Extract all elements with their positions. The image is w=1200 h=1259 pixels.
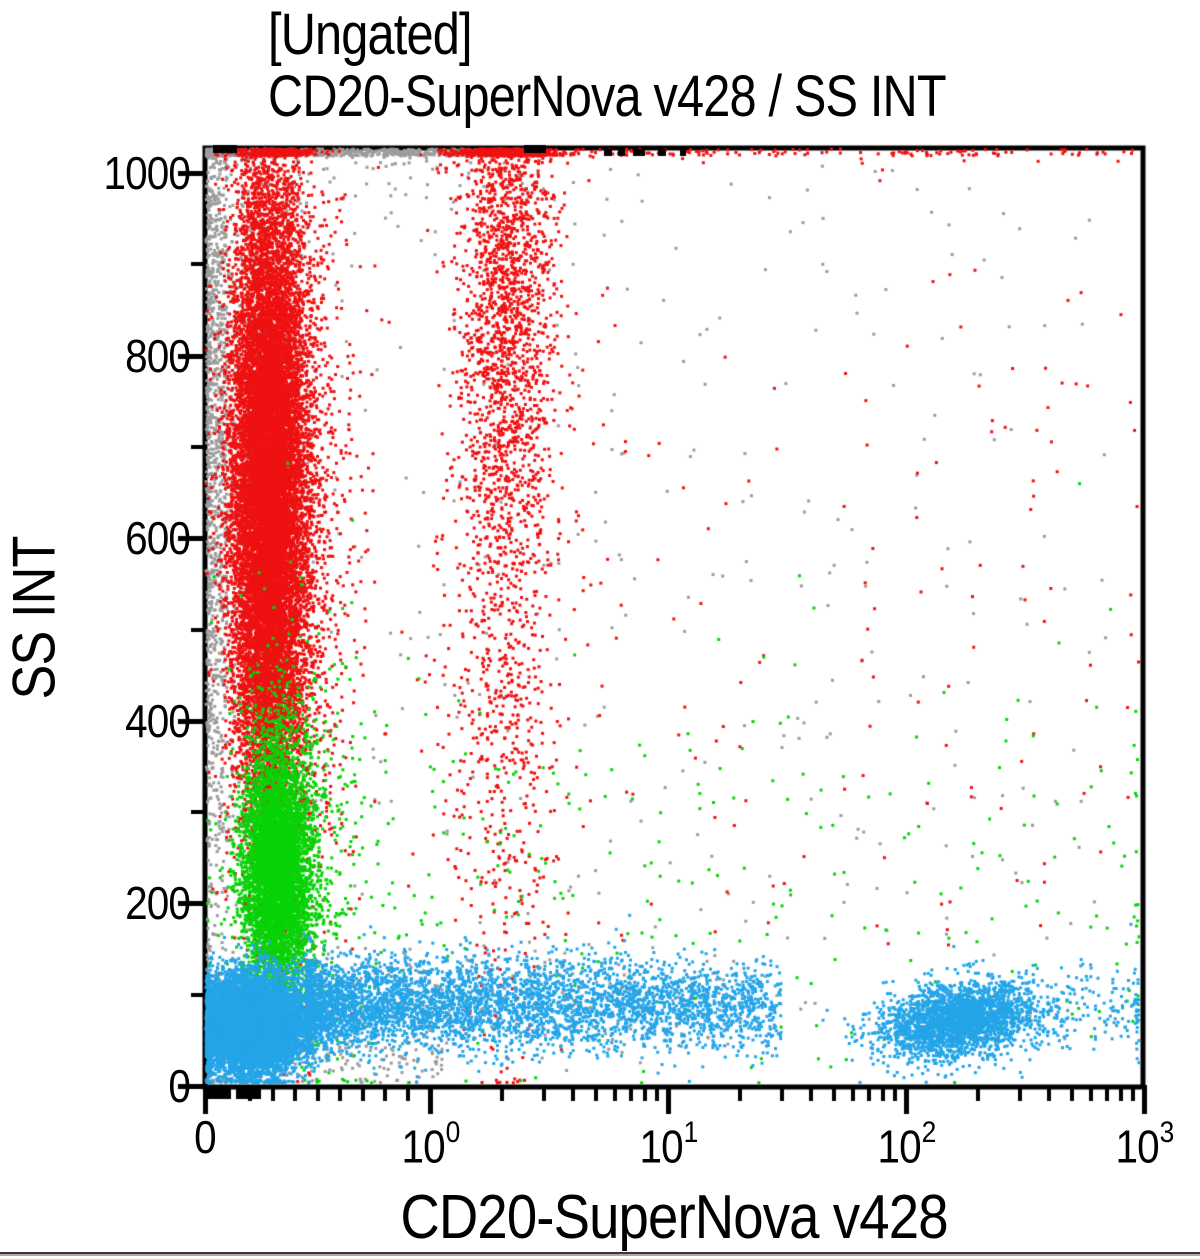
y-tick-label-200: 200 <box>125 877 191 930</box>
x-tick-label-0: 0 <box>194 1111 217 1163</box>
x-tick-label-10e3: 103 <box>1115 1116 1174 1173</box>
x-axis-label: CD20-SuperNova v428 <box>400 1183 948 1252</box>
y-tick-label-400: 400 <box>125 694 191 747</box>
bottom-separator-line <box>0 1252 1200 1254</box>
y-tick-label-1000: 1000 <box>103 147 190 199</box>
x-tick-label-10e0: 100 <box>401 1116 460 1173</box>
x-tick-label-10e2: 102 <box>877 1116 936 1173</box>
bottom-separator-shadow <box>0 1254 1200 1256</box>
y-tick-label-800: 800 <box>125 329 191 382</box>
y-tick-label-600: 600 <box>125 512 191 565</box>
y-tick-label-0: 0 <box>168 1060 191 1112</box>
x-axis-label-wrap: CD20-SuperNova v428 <box>205 1182 1143 1253</box>
x-tick-label-10e1: 101 <box>639 1116 698 1173</box>
